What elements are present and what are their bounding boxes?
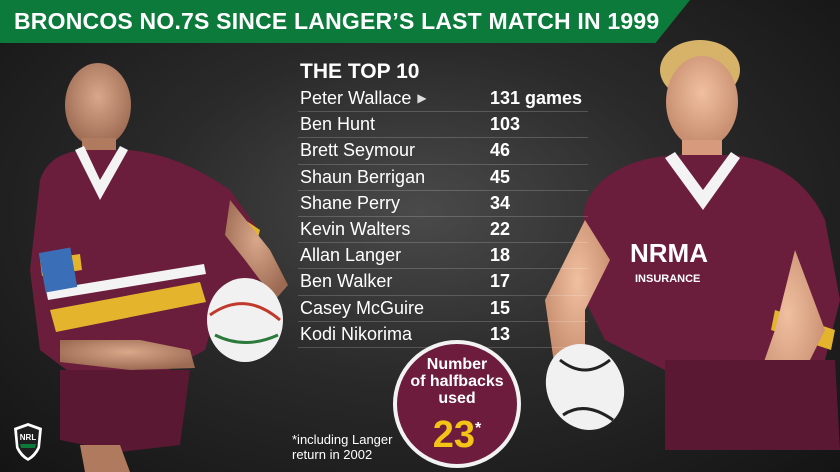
games-value: 17 bbox=[490, 271, 511, 292]
halfbacks-badge: Number of halfbacks used 23* bbox=[393, 340, 521, 468]
jersey-sponsor-text: NRMA bbox=[630, 238, 708, 268]
player-name: Shane Perry bbox=[300, 192, 401, 213]
list-item: Peter Wallace ▶ 131 games bbox=[298, 86, 598, 113]
list-item: Brett Seymour 46 bbox=[298, 138, 598, 165]
top10-list: Peter Wallace ▶ 131 games Ben Hunt 103 Br… bbox=[298, 86, 598, 349]
list-item: Allan Langer 18 bbox=[298, 243, 598, 270]
nrl-logo-icon: NRL bbox=[14, 423, 42, 461]
list-item: Casey McGuire 15 bbox=[298, 296, 598, 322]
player-name: Brett Seymour bbox=[300, 140, 416, 161]
list-item: Shane Perry 34 bbox=[298, 191, 598, 218]
player-right-image: NRMA INSURANCE bbox=[545, 40, 840, 450]
games-value: 103 bbox=[490, 114, 521, 135]
games-value: 45 bbox=[490, 166, 511, 187]
svg-text:INSURANCE: INSURANCE bbox=[635, 273, 700, 285]
badge-number: 23* bbox=[432, 414, 482, 456]
player-name: Allan Langer bbox=[300, 245, 402, 266]
player-name: Casey McGuire bbox=[300, 297, 425, 318]
footnote-line2: return in 2002 bbox=[292, 447, 373, 462]
player-left-image bbox=[30, 63, 288, 472]
svg-text:NRL: NRL bbox=[20, 433, 37, 442]
player-name: Kevin Walters bbox=[300, 218, 411, 239]
list-item: Ben Walker 17 bbox=[298, 269, 598, 296]
player-name: Shaun Berrigan bbox=[300, 166, 426, 187]
play-arrow-icon: ▶ bbox=[417, 91, 427, 105]
title-bar bbox=[0, 0, 690, 43]
page-title: BRONCOS NO.7S SINCE LANGER’S LAST MATCH … bbox=[14, 8, 660, 34]
games-value: 15 bbox=[490, 297, 511, 318]
badge-label-line1: Number bbox=[426, 356, 488, 373]
list-item: Kevin Walters 22 bbox=[298, 217, 598, 244]
list-item: Shaun Berrigan 45 bbox=[298, 165, 598, 191]
badge-label-line3: used bbox=[438, 390, 476, 407]
badge-label-line2: of halfbacks bbox=[410, 373, 504, 390]
player-name: Kodi Nikorima bbox=[300, 323, 413, 344]
games-value: 34 bbox=[490, 192, 511, 213]
footnote: *including Langer return in 2002 bbox=[292, 432, 392, 462]
list-item: Ben Hunt 103 bbox=[298, 112, 598, 139]
games-value: 22 bbox=[490, 218, 511, 239]
footnote-line1: *including Langer bbox=[292, 432, 393, 447]
player-name: Peter Wallace ▶ bbox=[300, 88, 427, 108]
games-value: 18 bbox=[490, 245, 511, 266]
games-value: 13 bbox=[490, 323, 511, 344]
player-name: Ben Walker bbox=[300, 271, 393, 292]
list-heading: THE TOP 10 bbox=[300, 60, 420, 83]
games-value: 131 games bbox=[490, 88, 583, 108]
games-value: 46 bbox=[490, 140, 511, 161]
player-name: Ben Hunt bbox=[300, 114, 376, 135]
